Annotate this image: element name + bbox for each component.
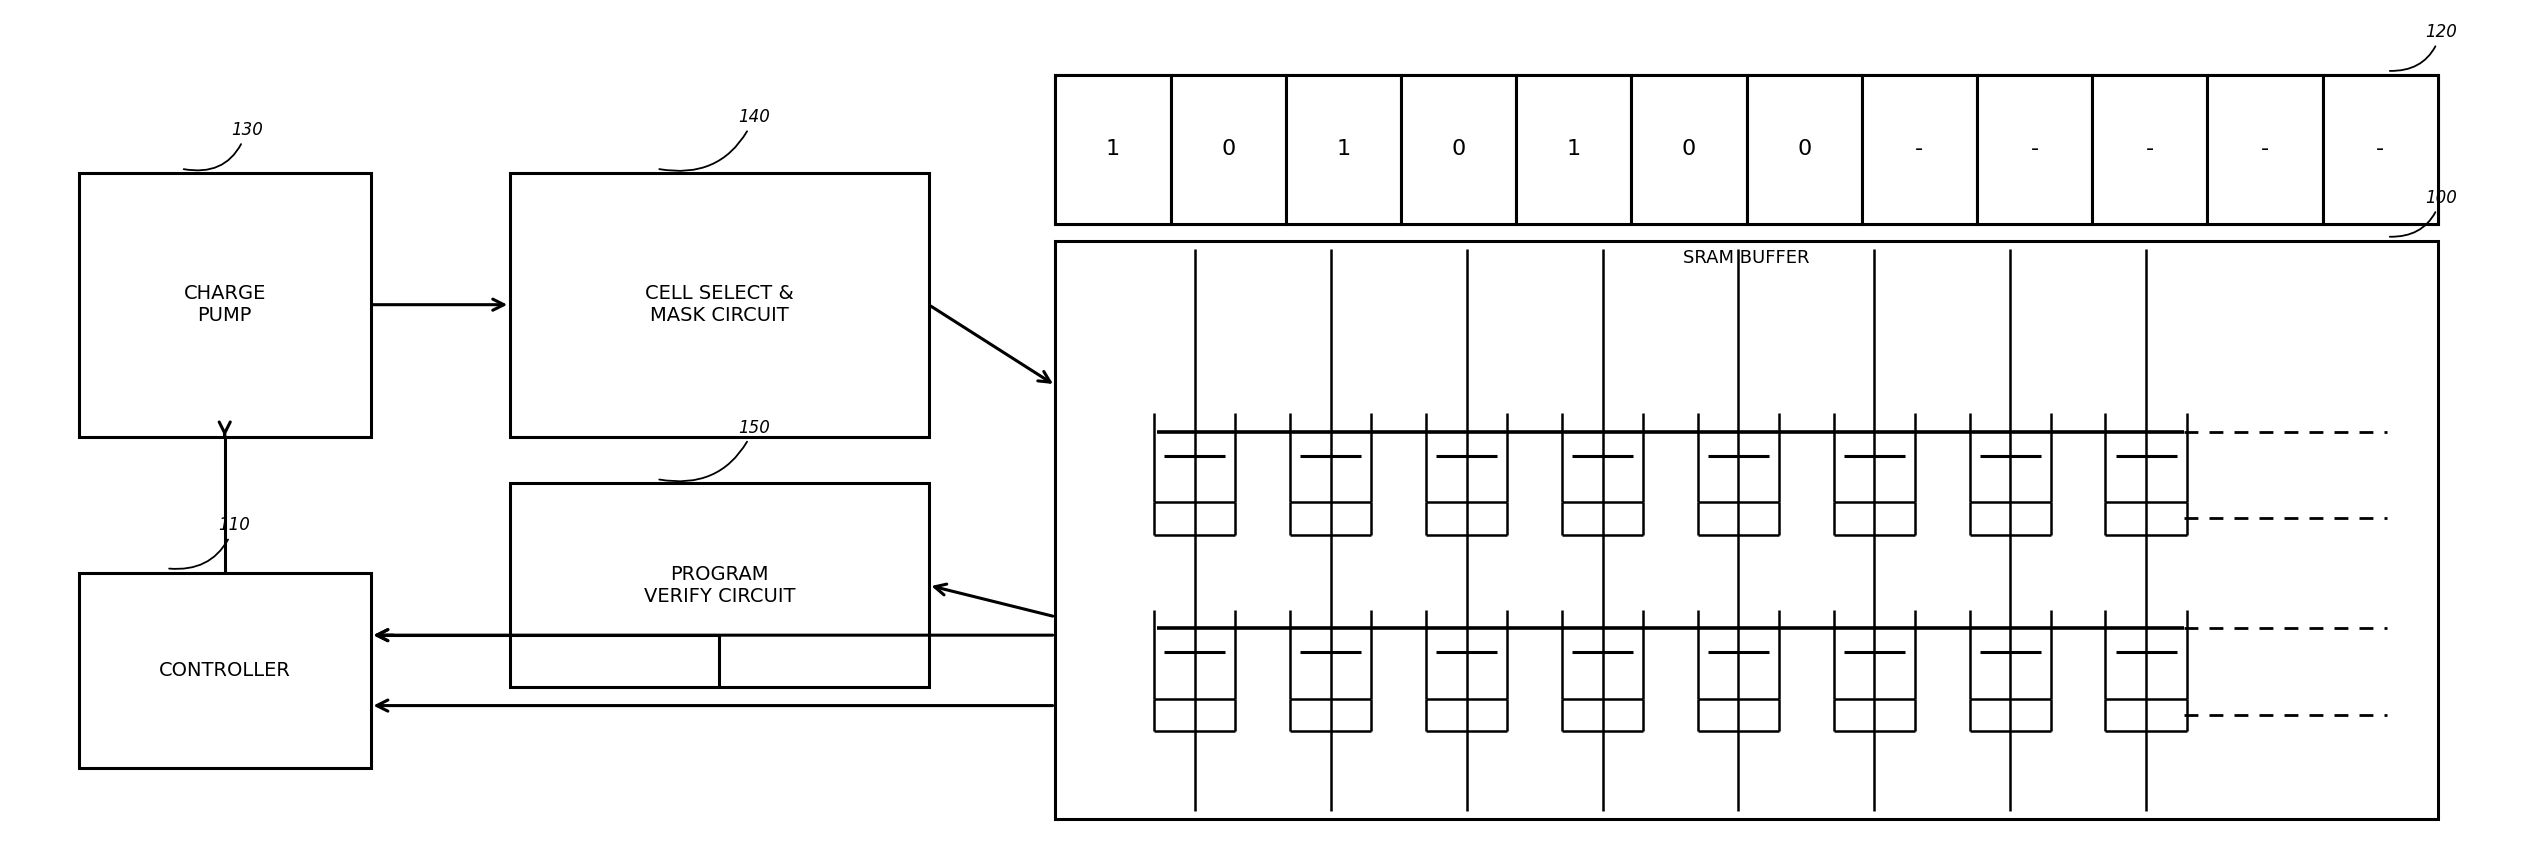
Bar: [2092, 75, 2206, 224]
Text: CELL SELECT &
MASK CIRCUIT: CELL SELECT & MASK CIRCUIT: [646, 284, 793, 325]
Text: -: -: [2260, 140, 2270, 159]
Bar: [1515, 75, 1632, 224]
Bar: [1746, 75, 1861, 224]
Text: 120: 120: [2389, 23, 2458, 71]
Text: -: -: [2145, 140, 2153, 159]
Text: 1: 1: [1106, 140, 1121, 159]
Text: 0: 0: [1797, 140, 1812, 159]
Bar: [511, 484, 928, 687]
Text: 0: 0: [1683, 140, 1696, 159]
Text: PROGRAM
VERIFY CIRCUIT: PROGRAM VERIFY CIRCUIT: [643, 565, 796, 606]
Text: 0: 0: [1220, 140, 1235, 159]
Bar: [511, 173, 928, 437]
Text: -: -: [2377, 140, 2384, 159]
Bar: [1172, 75, 1286, 224]
Text: 130: 130: [183, 121, 262, 170]
Bar: [1055, 75, 1172, 224]
Text: 140: 140: [658, 108, 770, 171]
Bar: [1861, 75, 1978, 224]
Text: -: -: [2031, 140, 2039, 159]
Text: 100: 100: [2389, 189, 2458, 237]
Text: 150: 150: [658, 419, 770, 481]
Text: 1: 1: [1566, 140, 1581, 159]
Bar: [2206, 75, 2323, 224]
Text: 1: 1: [1337, 140, 1350, 159]
Text: 0: 0: [1451, 140, 1467, 159]
Bar: [2323, 75, 2438, 224]
Text: -: -: [1914, 140, 1924, 159]
Bar: [1286, 75, 1401, 224]
Bar: [79, 573, 371, 768]
Bar: [1401, 75, 1515, 224]
Text: CHARGE
PUMP: CHARGE PUMP: [183, 284, 267, 325]
Bar: [1055, 75, 2438, 224]
Text: SRAM BUFFER: SRAM BUFFER: [1683, 249, 1810, 267]
Bar: [1632, 75, 1746, 224]
Text: 110: 110: [170, 516, 249, 569]
Bar: [79, 173, 371, 437]
Bar: [1978, 75, 2092, 224]
Text: CONTROLLER: CONTROLLER: [158, 661, 290, 680]
Bar: [1055, 241, 2438, 819]
